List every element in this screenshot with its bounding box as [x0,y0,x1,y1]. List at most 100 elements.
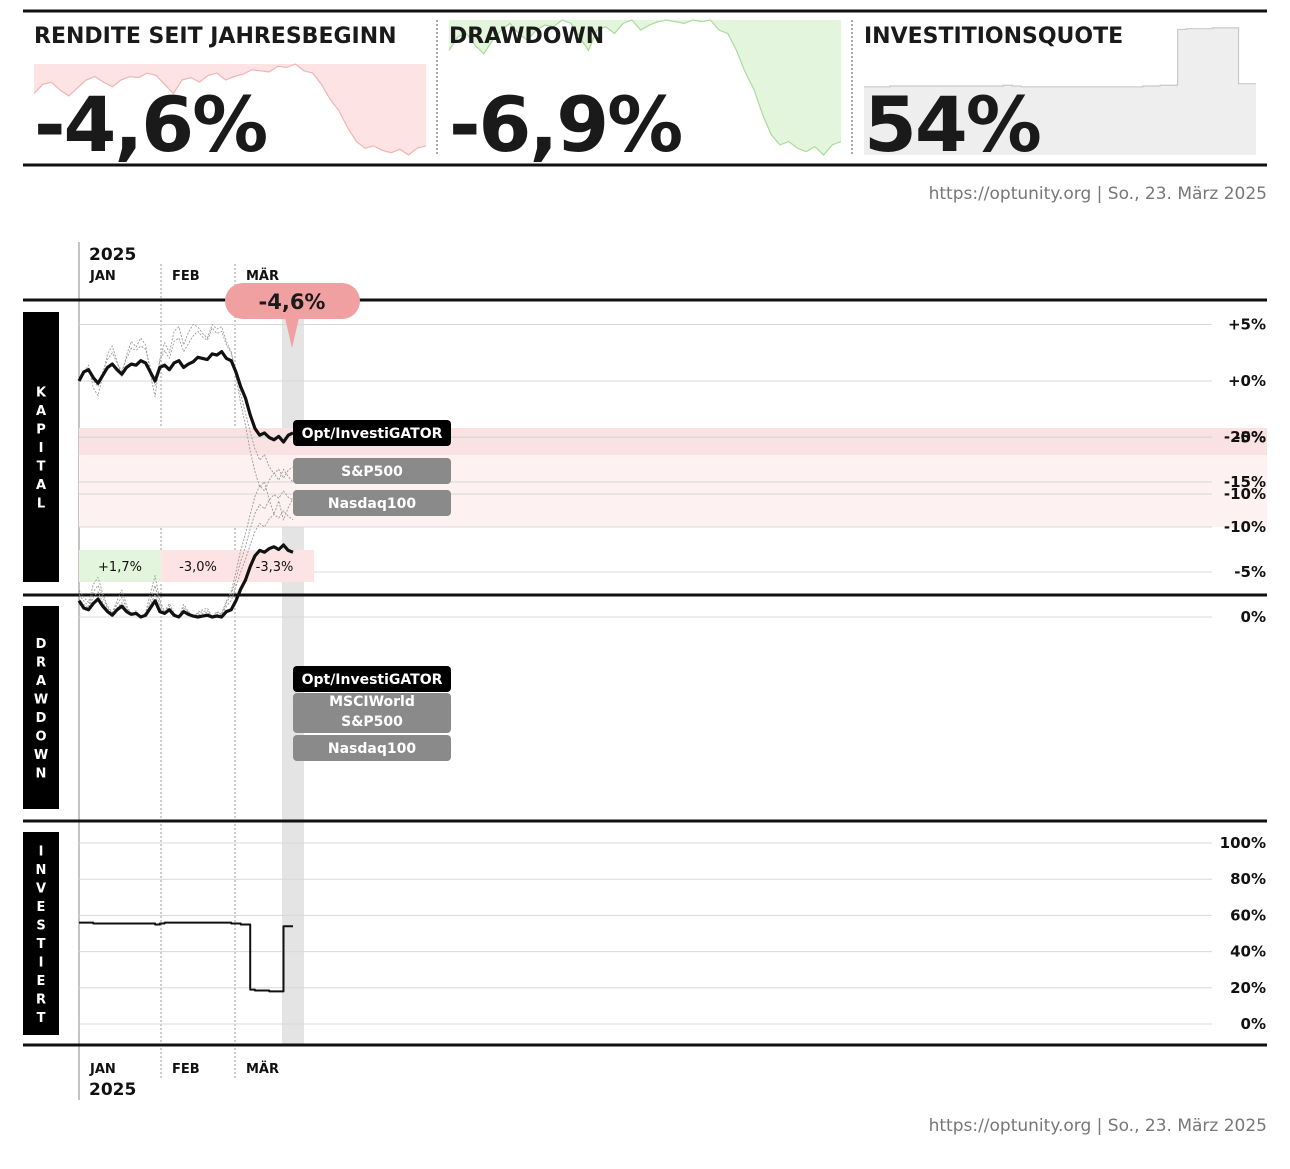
series-label-box [293,666,451,692]
kpi-value-return: -4,6% [34,80,266,169]
side-letter: A [36,674,46,689]
month-label-feb-top: FEB [172,269,200,284]
series-line-s-p500 [78,327,294,479]
series-line-opt-investigator [77,543,294,619]
sparkline-area [34,64,426,155]
side-letter: L [37,497,45,512]
current-value-text: -4,6% [259,290,326,314]
monthly-return-chip-feb [161,550,235,582]
series-label-text: Nasdaq100 [328,741,416,757]
series-lines [77,324,294,993]
series-line-opt-investigator [77,350,294,444]
side-letter: P [36,423,46,438]
series-label-nasdaq100: Nasdaq100 [293,490,451,516]
side-letter: I [39,955,44,970]
side-letter: D [36,711,47,726]
monthly-return-value: +1,7% [98,560,142,575]
month-label-mar-top: MÄR [246,268,279,284]
month-label-jan-top: JAN [89,269,116,284]
series-label-text: Opt/InvestiGATOR [302,672,443,688]
side-letter: N [36,766,47,781]
kpi-value-drawdown: -6,9% [449,80,681,169]
sparkline-area [864,27,1256,155]
side-letter: I [39,441,44,456]
side-letter: E [37,974,46,989]
y-tick-label: -10% [1224,485,1266,503]
current-value-bubble: -4,6% [225,283,360,348]
monthly-return-value: -3,3% [256,560,294,575]
y-tick-label: -10% [1224,518,1266,536]
sparkline-line [448,19,842,156]
kpi-value-investment: 54% [864,80,1040,169]
side-letter: T [37,937,46,952]
timeline-top: 2025 JAN FEB MÄR [89,245,279,284]
y-tick-label: 0% [1241,608,1266,626]
series-label-msciworld-sp500: MSCIWorld S&P500 [293,693,451,733]
side-letter: R [36,655,46,670]
series-labels: Opt/InvestiGATOR S&P500 Nasdaq100 Opt/Inves… [293,420,451,761]
y-tick-label: 0% [1241,1015,1266,1033]
monthly-return-chip-jan [79,550,161,582]
drawdown-bands [79,428,1267,527]
series-label-box [293,735,451,761]
y-tick-label: 20% [1230,979,1266,997]
y-tick-label: 60% [1230,906,1266,924]
year-label-top: 2025 [89,245,136,265]
series-label-box [293,693,451,733]
y-tick-label: -5% [1234,563,1266,581]
side-label-drawdown: DRAWDOWN [34,637,48,782]
investment-ratio-sparkline [864,27,1256,155]
drawdown-side-bar [23,606,59,809]
side-letter: R [36,992,46,1007]
y-tick-label: 100% [1220,834,1266,852]
kpi-title-return: RENDITE SEIT JAHRESBEGINN [34,24,397,49]
y-tick-label: 80% [1230,870,1266,888]
series-label-box [293,490,451,516]
month-label-feb-bottom: FEB [172,1062,200,1077]
kapital-side-bar [23,312,59,582]
y-tick-label: +0% [1228,372,1266,390]
series-label-opt-investigator: Opt/InvestiGATOR [293,666,451,692]
source-top: https://optunity.org | So., 23. März 202… [929,184,1267,204]
return-sparkline [33,63,427,156]
drawdown-band-1 [79,428,1267,455]
series-label-text: MSCIWorld [329,694,415,710]
kpi-header: RENDITE SEIT JAHRESBEGINN -4,6% DRAWDOWN… [23,9,1267,169]
series-label-s-p500: S&P500 [293,458,451,484]
y-tick-labels: +5%+0%-5%-10%0%-5%-10%-15%-20%100%80%60%… [1220,316,1266,1034]
side-letter: V [36,881,46,896]
side-letter: I [39,844,44,859]
kpi-title-investment: INVESTITIONSQUOTE [864,24,1123,49]
drawdown-band-0 [79,455,1267,527]
side-letter: W [34,692,48,707]
sparkline-area [449,20,841,155]
series-label-text: Opt/InvestiGATOR [302,426,443,442]
series-line-nasdaq100 [78,324,294,521]
y-tick-label: -15% [1224,473,1266,491]
series-label-text: S&P500 [341,464,403,480]
series-label-box [293,420,451,446]
side-letter: N [36,863,47,878]
series-label-box [293,458,451,484]
series-label-nasdaq100: Nasdaq100 [293,735,451,761]
side-letter: O [35,729,46,744]
monthly-return-value: -3,0% [179,560,217,575]
y-tick-label: -20% [1224,428,1266,446]
side-letter: A [36,478,46,493]
timeline-bottom: JAN FEB MÄR 2025 [89,1061,279,1100]
monthly-returns: +1,7% -3,0% -3,3% [79,550,314,582]
side-letter: T [37,1011,46,1026]
kpi-title-drawdown: DRAWDOWN [449,24,604,49]
sparkline-line [864,27,1256,88]
series-line-investitionsquote [79,921,293,993]
side-letter: A [36,404,46,419]
investiert-side-bar [23,832,59,1035]
series-label-text: Nasdaq100 [328,496,416,512]
side-letter: E [37,900,46,915]
y-tick-label: 40% [1230,943,1266,961]
source-bottom: https://optunity.org | So., 23. März 202… [929,1116,1267,1136]
side-letter: T [37,460,46,475]
